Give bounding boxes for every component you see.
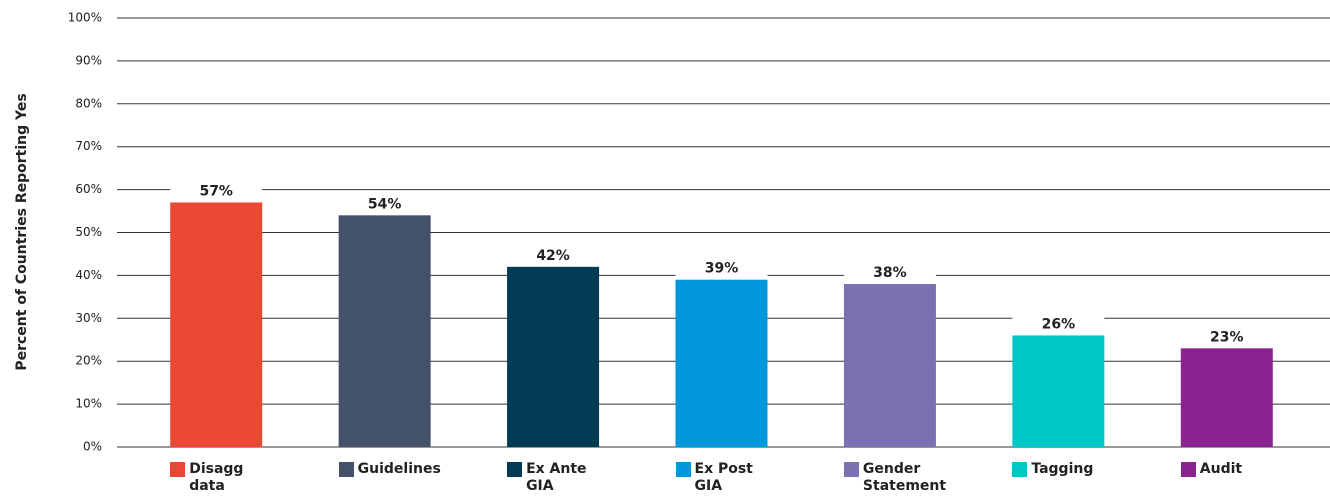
y-tick-label: 70% xyxy=(75,139,102,153)
y-tick-label: 100% xyxy=(68,11,102,25)
legend-swatch xyxy=(1180,462,1196,477)
legend-item: Disagg data xyxy=(170,461,261,495)
value-label: 23% xyxy=(1210,329,1244,345)
bar xyxy=(843,283,936,447)
y-tick-label: 80% xyxy=(75,96,102,110)
y-tick-label: 50% xyxy=(75,225,102,239)
x-tick-label: Ex Post GIA xyxy=(694,461,753,494)
x-tick-label: Tagging xyxy=(1031,461,1094,477)
value-label: 54% xyxy=(368,196,402,212)
y-tick-label: 90% xyxy=(75,53,102,67)
bar xyxy=(1012,335,1105,447)
legend-item: Tagging xyxy=(1012,461,1103,478)
legend-item: Gender Statement xyxy=(843,461,947,495)
x-tick-label: Disagg data xyxy=(189,461,244,494)
value-label-bg xyxy=(338,193,431,214)
value-label-bg xyxy=(1180,326,1273,347)
legend-swatch xyxy=(1012,462,1028,477)
value-label: 26% xyxy=(1042,316,1076,332)
bar xyxy=(1180,348,1273,447)
legend-swatch xyxy=(675,462,691,477)
x-tick-label: Guidelines xyxy=(357,461,441,477)
legend-item: Ex Post GIA xyxy=(675,461,767,495)
value-label-bg xyxy=(1012,313,1105,334)
value-label: 57% xyxy=(199,183,233,199)
y-tick-label: 60% xyxy=(75,182,102,196)
bar xyxy=(675,279,768,447)
legend-swatch xyxy=(170,462,186,477)
value-label: 42% xyxy=(536,248,570,264)
legend-item: Audit xyxy=(1180,461,1272,478)
value-label: 38% xyxy=(873,265,907,281)
y-tick-label: 30% xyxy=(75,311,102,325)
x-tick-label: Audit xyxy=(1199,461,1243,477)
bar xyxy=(170,202,263,447)
y-tick-label: 0% xyxy=(83,440,102,454)
y-axis-label: Percent of Countries Reporting Yes xyxy=(14,93,30,370)
legend-item: Guidelines xyxy=(338,461,441,478)
value-label: 39% xyxy=(705,261,739,277)
legend-swatch xyxy=(507,462,523,477)
bar xyxy=(338,215,431,447)
legend-swatch xyxy=(338,462,354,477)
legend-item: Ex Ante GIA xyxy=(507,461,598,495)
x-tick-label: Ex Ante GIA xyxy=(526,461,587,494)
y-tick-label: 20% xyxy=(75,354,102,368)
legend-swatch xyxy=(843,462,859,477)
x-tick-label: Gender Statement xyxy=(862,461,947,494)
value-label-bg xyxy=(507,244,600,265)
y-tick-label: 10% xyxy=(75,397,102,411)
value-label-bg xyxy=(170,180,263,201)
value-label-bg xyxy=(675,257,768,278)
bar xyxy=(507,266,600,447)
y-tick-label: 40% xyxy=(75,268,102,282)
value-label-bg xyxy=(843,261,936,282)
